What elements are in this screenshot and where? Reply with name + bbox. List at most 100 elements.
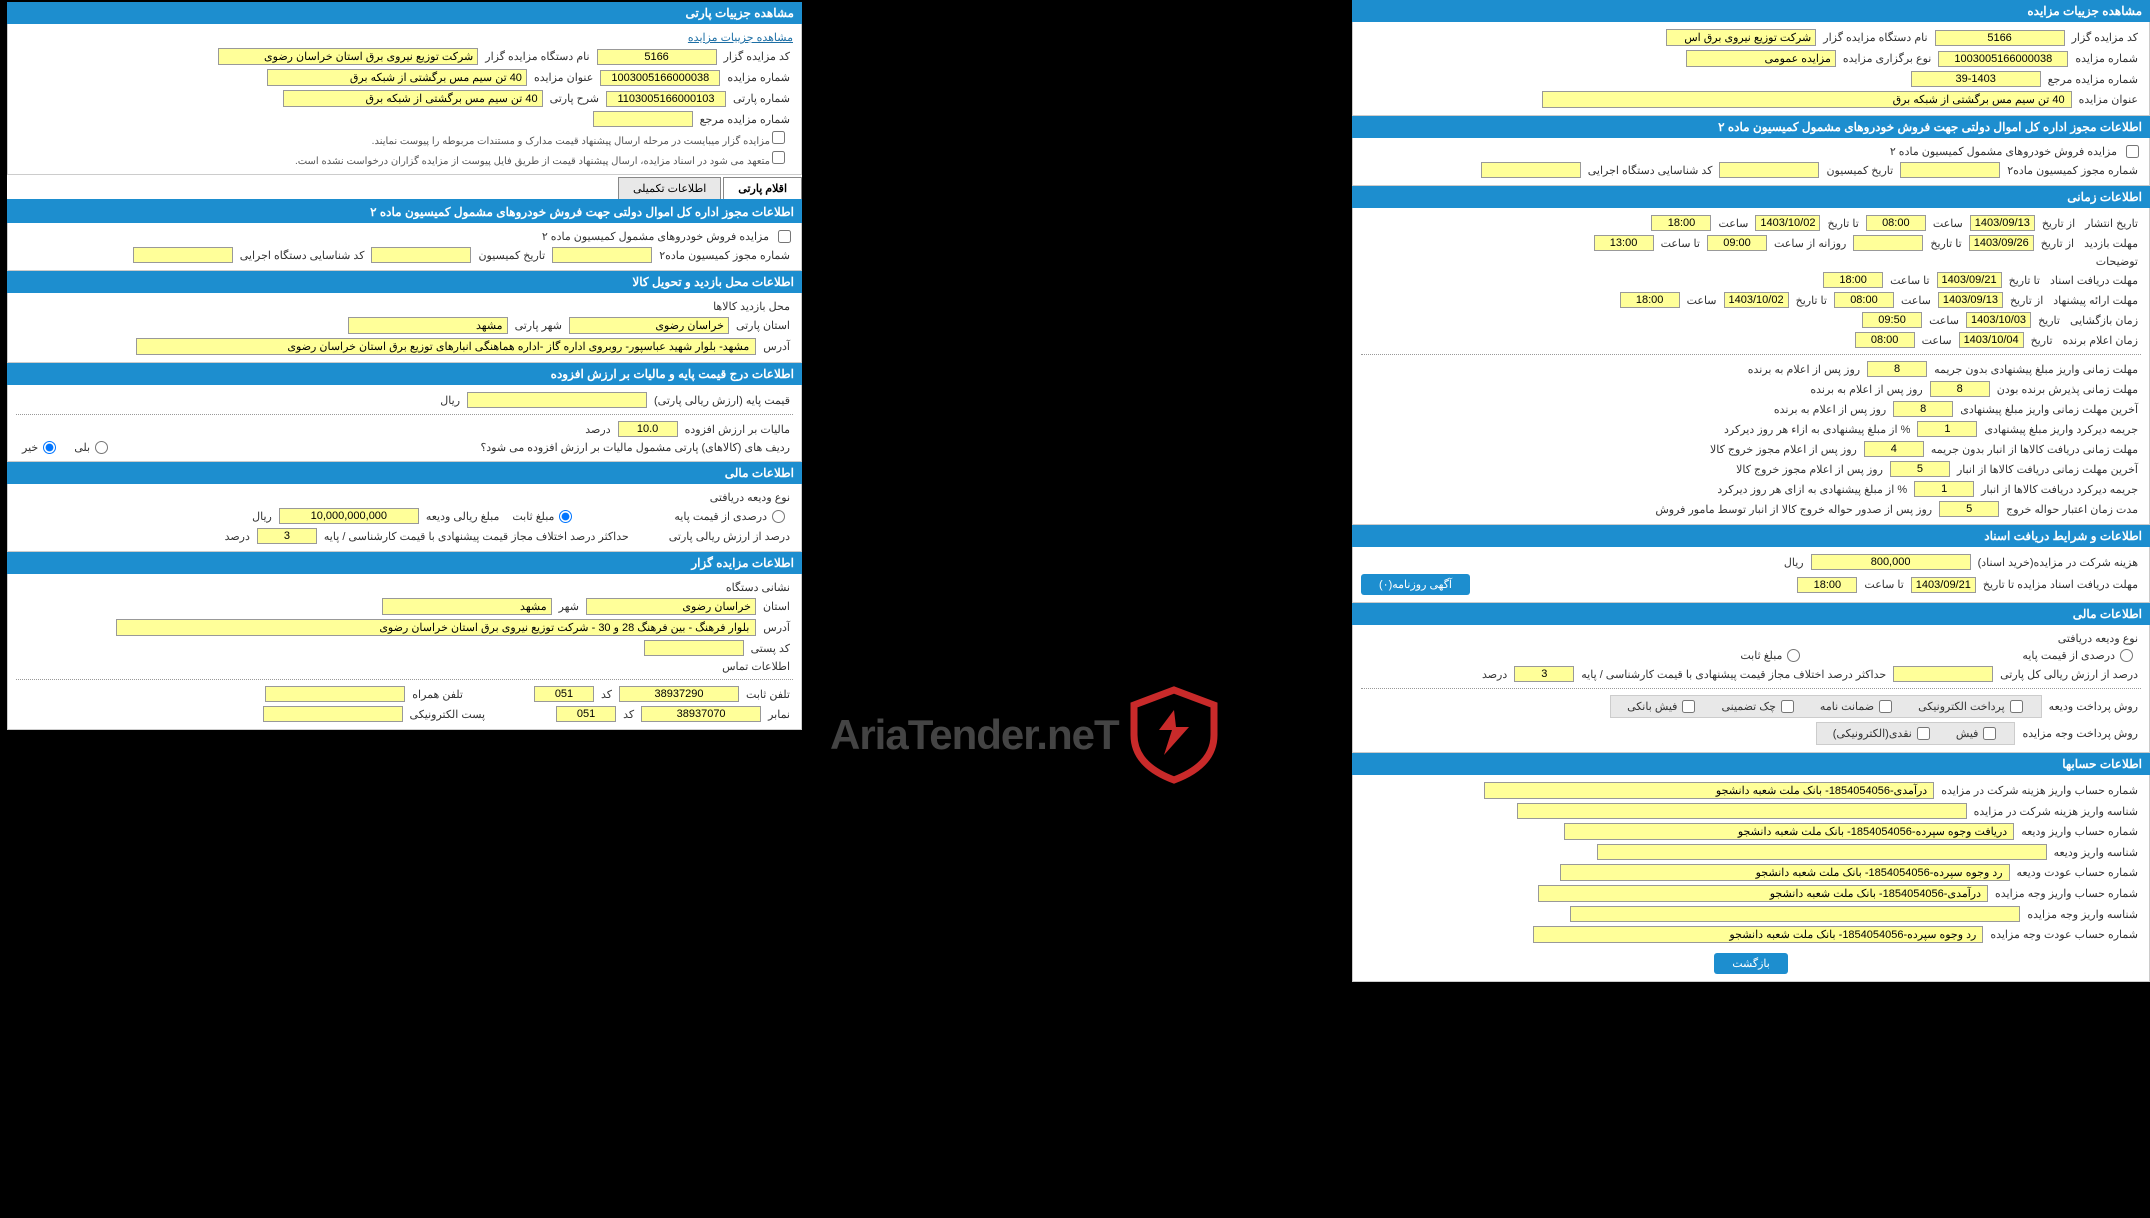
header-accounts: اطلاعات حسابها (1352, 753, 2150, 775)
header-timing: اطلاعات زمانی (1352, 186, 2150, 208)
val: 40 تن سیم مس برگشتی از شبکه برق (283, 90, 543, 107)
lbl: ریال (437, 394, 463, 407)
val-code: 5166 (597, 49, 717, 65)
lbl: آدرس (760, 621, 793, 634)
lbl: اطلاعات تماس (719, 660, 793, 673)
header-financial-r: اطلاعات مالی (1352, 603, 2150, 625)
radio[interactable]: درصدی از قیمت پایه (668, 510, 793, 523)
lbl: نوع برگزاری مزایده (1840, 52, 1934, 65)
val: 40 تن سیم مس برگشتی از شبکه برق (267, 69, 527, 86)
lbl: کد شناسایی دستگاه اجرایی (237, 249, 368, 262)
radio-no[interactable]: خیر (16, 441, 64, 454)
lbl: مزایده فروش خودروهای مشمول کمیسیون ماده … (1887, 145, 2120, 158)
lbl: کد (598, 688, 615, 701)
val: 38937070 (641, 706, 761, 722)
lbl: قیمت پایه (ارزش ریالی پارتی) (651, 394, 793, 407)
val: مشهد (348, 317, 508, 334)
header-price: اطلاعات درج قیمت پایه و مالیات بر ارزش ا… (7, 363, 802, 385)
header-financial: اطلاعات مالی (7, 462, 802, 484)
lbl: پست الکترونیکی (407, 708, 489, 721)
val: 051 (556, 706, 616, 722)
lbl: نمابر (765, 708, 793, 721)
val: بلوار فرهنگ - بین فرهنگ 28 و 30 - شرکت ت… (116, 619, 756, 636)
val-org: شرکت توزیع نیروی برق استان خراسان رضوی (218, 48, 478, 65)
right-panel: مشاهده جزییات مزایده کد مزایده گزار 5166… (1352, 0, 2150, 982)
val (1481, 162, 1581, 178)
lbl: مبلغ ریالی ودیعه (423, 510, 503, 523)
val: 10.0 (618, 421, 678, 437)
lbl: عنوان مزایده (2076, 93, 2141, 106)
lbl: توضیحات (2093, 255, 2141, 268)
lbl: کد (620, 708, 637, 721)
lbl: شماره مزایده (724, 71, 793, 84)
lbl: تاریخ انتشار (2082, 217, 2141, 230)
chk[interactable] (772, 131, 785, 144)
chk[interactable] (778, 230, 791, 243)
val: 1003005166000038 (1938, 51, 2068, 67)
lbl: درصد از ارزش ریالی پارتی (666, 530, 793, 543)
val: 38937290 (619, 686, 739, 702)
lbl: تاریخ کمیسیون (475, 249, 548, 262)
lbl: کد مزایده گزار (2069, 31, 2141, 44)
val: مزایده عمومی (1686, 50, 1836, 67)
header-docs: اطلاعات و شرایط دریافت اسناد (1352, 525, 2150, 547)
header-visit: اطلاعات محل بازدید و تحویل کالا (7, 271, 802, 293)
val (467, 392, 647, 408)
lbl: نوع ودیعه دریافتی (707, 491, 793, 504)
val: 40 تن سیم مس برگشتی از شبکه برق (1542, 91, 2072, 108)
lbl: استان (760, 600, 793, 613)
lbl: زمان بازگشایی (2067, 314, 2141, 327)
val (371, 247, 471, 263)
lbl: تلفن ثابت (743, 688, 793, 701)
radio[interactable]: مبلغ ثابت (506, 510, 580, 523)
lbl: شهر پارتی (512, 319, 565, 332)
radio-yes[interactable]: بلی (68, 441, 116, 454)
lbl: نام دستگاه مزایده گزار (1820, 31, 1930, 44)
chk[interactable] (2126, 145, 2139, 158)
lbl: شماره مزایده مرجع (697, 113, 793, 126)
btn-newspaper[interactable]: آگهی روزنامه(۰) (1361, 574, 1470, 595)
val (133, 247, 233, 263)
lbl: مهلت ارائه پیشنهاد (2050, 294, 2141, 307)
val (552, 247, 652, 263)
val: 051 (534, 686, 594, 702)
lbl: شماره مجوز کمیسیون ماده۲ (656, 249, 793, 262)
chk[interactable] (772, 151, 785, 164)
tab-extra[interactable]: اطلاعات تکمیلی (618, 177, 721, 199)
lbl: مزایده فروش خودروهای مشمول کمیسیون ماده … (539, 230, 772, 243)
lbl: کد مزایده گزار (721, 50, 793, 63)
lbl: عنوان مزایده (531, 71, 596, 84)
val (1719, 162, 1819, 178)
val: 1103005166000103 (606, 91, 726, 107)
lbl: ردیف های (کالاهای) پارتی مشمول مالیات بر… (477, 441, 793, 454)
lbl: شهر (556, 600, 582, 613)
lbl: مهلت بازدید (2081, 237, 2141, 250)
left-panel: مشاهده جزییات پارتی مشاهده جزییات مزایده… (7, 2, 802, 730)
header-auction-details: مشاهده جزییات مزایده (1352, 0, 2150, 22)
header-organizer: اطلاعات مزایده گزار (7, 552, 802, 574)
btn-back[interactable]: بازگشت (1714, 953, 1788, 974)
lbl: مالیات بر ارزش افزوده (682, 423, 793, 436)
lbl: محل بازدید کالاها (710, 300, 793, 313)
val: 5166 (1935, 30, 2065, 46)
link-auction-details[interactable]: مشاهده جزییات مزایده (688, 31, 793, 44)
lbl: آدرس (760, 340, 793, 353)
val (1900, 162, 2000, 178)
val (265, 686, 405, 702)
watermark-text: AriaTender.neT (830, 711, 1119, 759)
val: 39-1403 (1911, 71, 2041, 87)
lbl: شرح پارتی (547, 92, 602, 105)
lbl: نام دستگاه مزایده گزار (482, 50, 592, 63)
val (593, 111, 693, 127)
lbl: مهلت دریافت اسناد (2047, 274, 2141, 287)
val (644, 640, 744, 656)
header-party-details: مشاهده جزییات پارتی (7, 2, 802, 24)
tab-items[interactable]: اقلام پارتی (723, 177, 802, 199)
lbl: نشانی دستگاه (723, 581, 793, 594)
watermark-logo: AriaTender.neT (830, 685, 1224, 785)
lbl: استان پارتی (733, 319, 793, 332)
lbl: زمان اعلام برنده (2060, 334, 2141, 347)
lbl: کد پستی (748, 642, 793, 655)
val: 3 (257, 528, 317, 544)
note: متعهد می شود در اسناد مزایده، ارسال پیشن… (16, 149, 793, 169)
